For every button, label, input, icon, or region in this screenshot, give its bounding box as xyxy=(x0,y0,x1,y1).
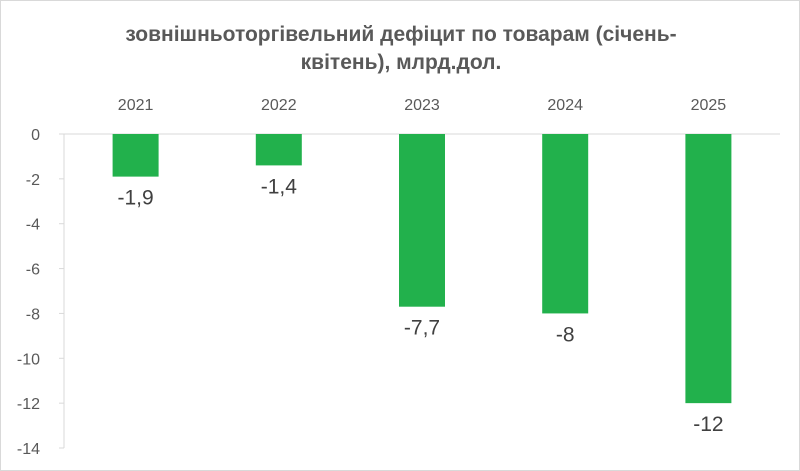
data-label: -1,4 xyxy=(261,175,298,198)
chart-title: зовнішньоторгівельний дефіцит по товарам… xyxy=(1,21,800,77)
y-tick-label: -2 xyxy=(26,172,40,189)
y-tick-label: -4 xyxy=(26,217,40,234)
y-tick-label: -14 xyxy=(17,441,40,458)
y-tick-label: -6 xyxy=(26,262,40,279)
data-label: -7,7 xyxy=(404,317,440,340)
bar xyxy=(542,134,589,314)
data-label: -1,9 xyxy=(118,187,154,210)
bar xyxy=(399,134,445,307)
bar xyxy=(112,134,159,177)
data-label: -8 xyxy=(556,323,575,346)
data-label: -12 xyxy=(693,413,723,436)
y-tick-label: -8 xyxy=(26,306,40,323)
x-tick-label: 2023 xyxy=(404,97,440,114)
x-tick-label: 2024 xyxy=(547,97,583,114)
x-tick-label: 2022 xyxy=(261,97,297,114)
chart-title-line-2: квітень), млрд.дол. xyxy=(300,51,502,74)
y-tick-label: -12 xyxy=(17,396,40,413)
y-tick-label: -10 xyxy=(17,351,40,368)
x-tick-label: 2025 xyxy=(691,97,727,114)
y-tick-label: 0 xyxy=(31,127,40,144)
bar xyxy=(255,134,302,166)
x-tick-label: 2021 xyxy=(118,97,154,114)
bar xyxy=(685,134,732,404)
chart-title-line-1: зовнішньоторгівельний дефіцит по товарам… xyxy=(125,23,677,46)
